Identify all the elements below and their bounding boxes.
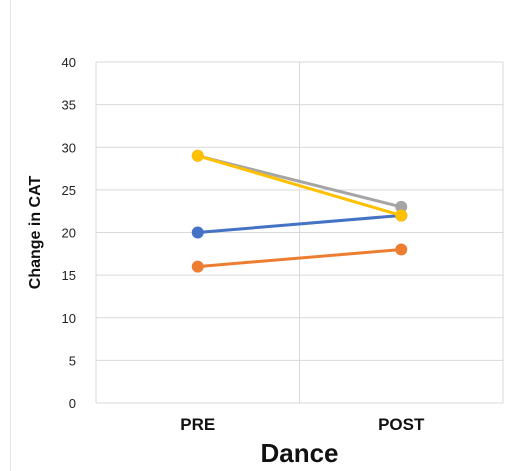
x-category-labels: PRE POST (180, 415, 425, 434)
y-tick-label: 30 (62, 140, 76, 155)
x-category-label: PRE (180, 415, 215, 434)
data-point (191, 226, 204, 239)
y-tick-label: 40 (62, 55, 76, 70)
y-tick-labels: 0 5 10 15 20 25 30 35 40 (62, 55, 76, 411)
data-point (395, 209, 408, 222)
frame-left-border (10, 0, 11, 471)
grid-lines (95, 61, 504, 404)
y-tick-label: 5 (69, 353, 76, 368)
series-line (197, 213, 402, 234)
data-point (395, 200, 408, 213)
data-point (191, 149, 204, 162)
data-point (395, 243, 408, 256)
data-point (191, 260, 204, 273)
series-3 (191, 149, 408, 222)
y-tick-label: 15 (62, 268, 76, 283)
y-tick-label: 35 (62, 98, 76, 113)
y-axis-label: Change in CAT (27, 176, 44, 290)
series-line (197, 248, 402, 269)
y-tick-label: 20 (62, 226, 76, 241)
y-tick-label: 0 (69, 396, 76, 411)
series-line (197, 154, 402, 217)
series-1 (191, 243, 408, 273)
y-tick-label: 25 (62, 183, 76, 198)
y-tick-label: 10 (62, 311, 76, 326)
x-axis-label: Dance (260, 438, 338, 468)
series-group (191, 149, 408, 273)
x-category-label: POST (378, 415, 425, 434)
